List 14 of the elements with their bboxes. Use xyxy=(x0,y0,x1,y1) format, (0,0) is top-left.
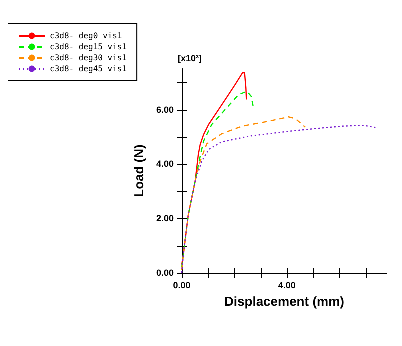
legend-label: c3d8-_deg30_vis1 xyxy=(50,54,128,62)
legend-label: c3d8-_deg15_vis1 xyxy=(50,42,128,52)
x-axis-title: Displacement (mm) xyxy=(224,294,344,309)
y-tick-label: 2.00 xyxy=(156,214,174,224)
y-tick-label: 0.00 xyxy=(156,268,174,278)
line-series xyxy=(181,90,254,268)
line-series xyxy=(181,116,306,271)
legend-label: c3d8-_deg0_vis1 xyxy=(50,32,122,40)
legend-label: c3d8-_deg45_vis1 xyxy=(50,64,128,74)
y-axis-title: Load (N) xyxy=(132,144,147,198)
text: [x10³] xyxy=(178,54,202,64)
y-tick-label: 6.00 xyxy=(156,104,174,115)
line-series xyxy=(181,124,378,274)
y-tick-label: 4.00 xyxy=(156,159,174,170)
